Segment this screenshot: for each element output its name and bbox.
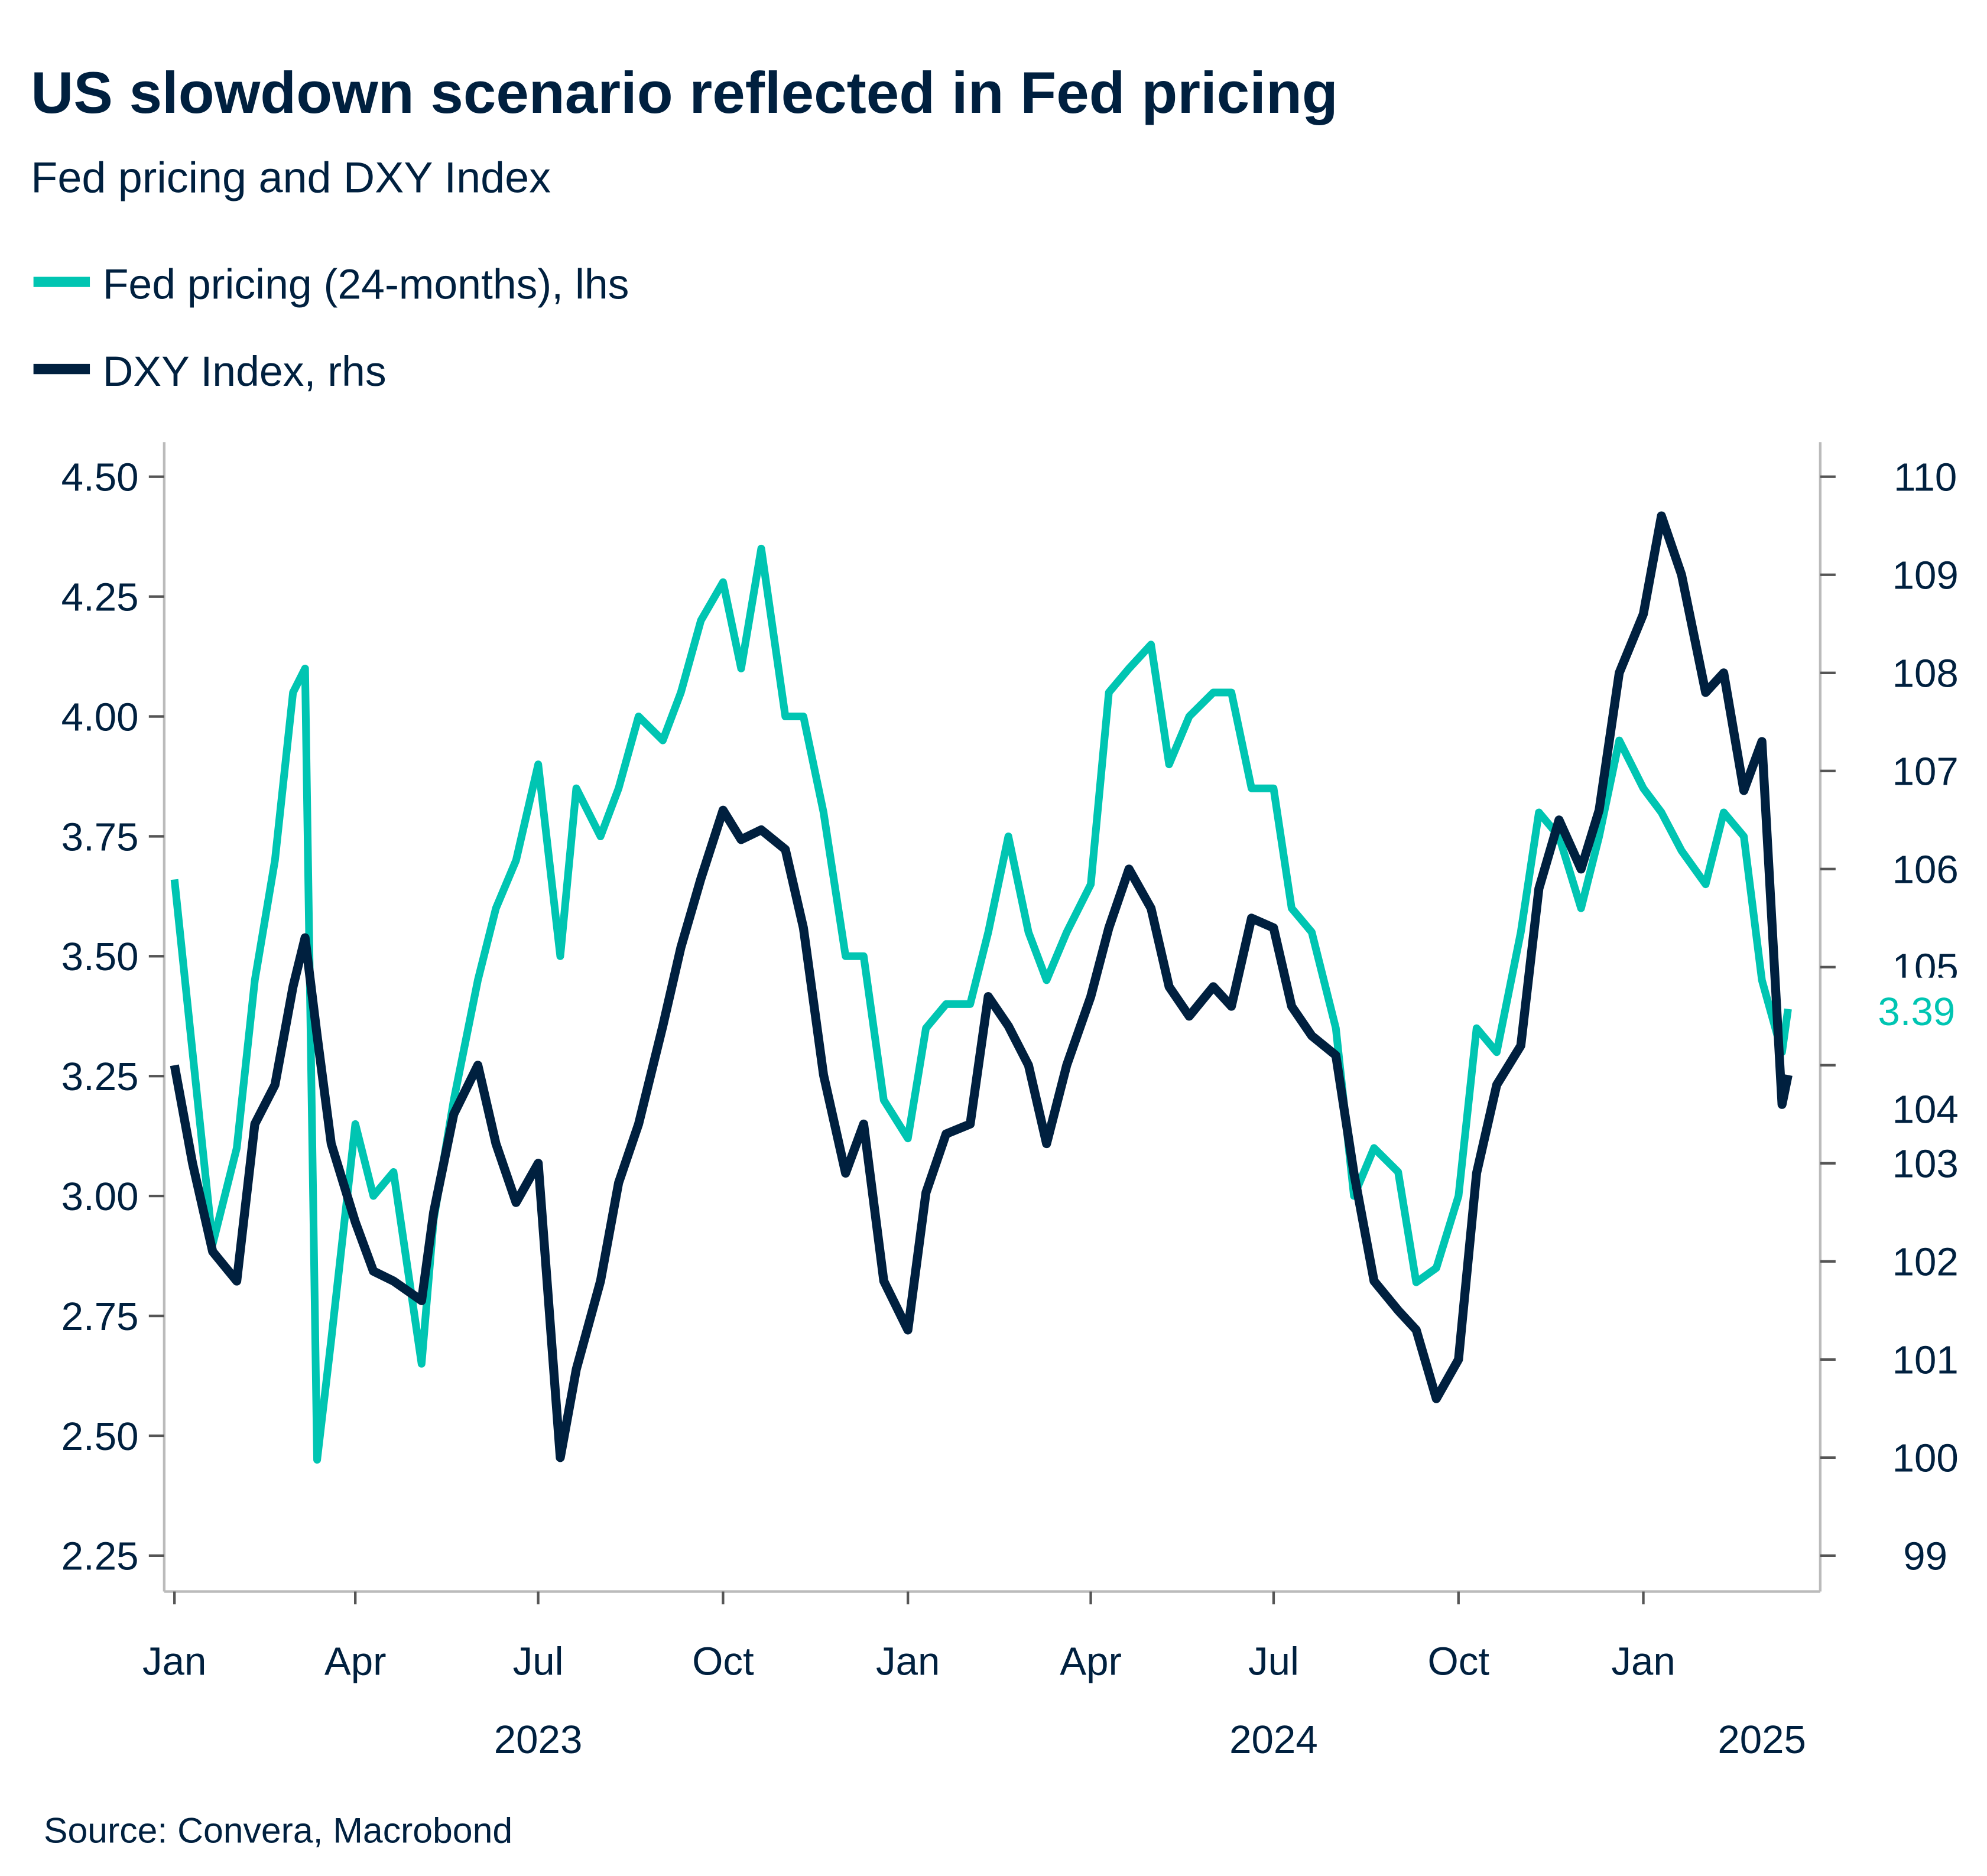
y-right-tick-label: 110 [1894, 456, 1957, 500]
x-tick-label: Jul [1248, 1640, 1299, 1684]
y-right-tick-label: 106 [1892, 848, 1959, 892]
y-left-tick-label: 4.25 [61, 576, 139, 620]
axes [148, 442, 1836, 1605]
y-left-tick-label: 4.00 [61, 695, 139, 739]
dxy-index-line [170, 511, 1793, 1462]
chart-subtitle: Fed pricing and DXY Index [31, 152, 551, 201]
source-note: Source: Convera, Macrobond [44, 1810, 512, 1851]
x-tick-label: Apr [1060, 1640, 1122, 1684]
y-left-tick-label: 2.50 [61, 1415, 139, 1459]
y-left-tick-label: 2.75 [61, 1295, 139, 1339]
y-left-tick-label: 4.50 [61, 456, 139, 500]
y-left-tick-label: 3.25 [61, 1055, 139, 1099]
y-left-tick-label: 3.75 [61, 815, 139, 859]
y-left-tick-label: 3.50 [61, 935, 139, 979]
x-tick-label: Oct [1427, 1640, 1489, 1684]
x-year-label: 2024 [1229, 1718, 1318, 1762]
legend-label-dxy: DXY Index, rhs [103, 348, 387, 395]
last-value-label-background [1846, 977, 1987, 1045]
x-tick-label: Jan [142, 1640, 206, 1684]
chart-title: US slowdown scenario reflected in Fed pr… [31, 60, 1338, 126]
legend: Fed pricing (24-months), lhs DXY Index, … [33, 261, 629, 395]
axis-labels: 2.25 2.50 2.75 3.00 3.25 3.50 3.75 4.00 4.25 4.50… [61, 456, 1987, 1762]
x-tick-label: Apr [324, 1640, 387, 1684]
x-year-label: 2025 [1717, 1718, 1806, 1762]
x-tick-label: Jul [513, 1640, 564, 1684]
x-tick-label: Jan [876, 1640, 940, 1684]
x-tick-label: Oct [692, 1640, 754, 1684]
x-year-label: 2023 [494, 1718, 583, 1762]
fed-pricing-line [170, 544, 1792, 1464]
y-right-tick-label: 99 [1903, 1534, 1947, 1579]
x-tick-label: Jan [1611, 1640, 1675, 1684]
y-right-tick-label: 100 [1892, 1436, 1959, 1481]
y-left-tick-label: 2.25 [61, 1534, 139, 1579]
y-right-tick-label: 103 [1892, 1142, 1959, 1186]
y-right-tick-label: 108 [1892, 652, 1959, 696]
y-right-tick-label: 109 [1892, 554, 1959, 598]
y-left-tick-label: 3.00 [61, 1175, 139, 1219]
y-right-tick-label: 102 [1892, 1240, 1959, 1285]
plot-lines [170, 511, 1793, 1464]
y-right-tick-label: 104 [1892, 1087, 1959, 1132]
last-value-label: 3.39 [1878, 990, 1955, 1034]
y-right-tick-label: 107 [1892, 750, 1959, 794]
y-right-tick-label: 101 [1892, 1338, 1959, 1383]
legend-label-fed: Fed pricing (24-months), lhs [103, 261, 629, 308]
